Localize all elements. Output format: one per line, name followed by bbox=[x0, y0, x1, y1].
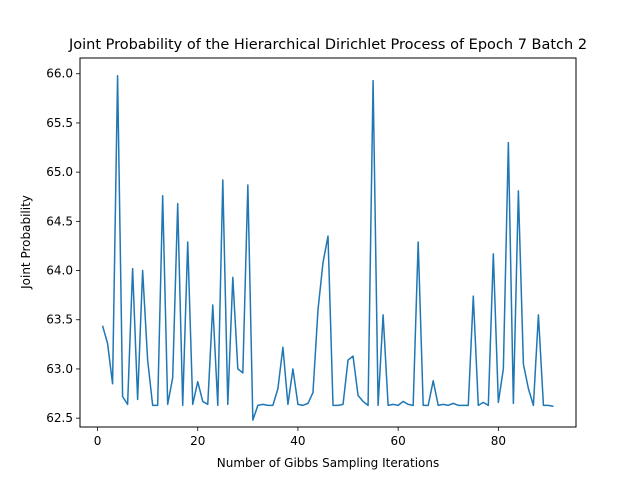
y-tick-label: 64.0 bbox=[46, 264, 73, 278]
y-axis-label: Joint Probability bbox=[19, 195, 33, 290]
x-axis-label: Number of Gibbs Sampling Iterations bbox=[217, 456, 439, 470]
y-tick-label: 63.0 bbox=[46, 362, 73, 376]
y-tick-label: 65.0 bbox=[46, 165, 73, 179]
x-tick-label: 60 bbox=[391, 434, 406, 448]
plot-area bbox=[101, 74, 554, 421]
y-tick-label: 63.5 bbox=[46, 313, 73, 327]
chart-title: Joint Probability of the Hierarchical Di… bbox=[68, 37, 587, 53]
series-line-0 bbox=[101, 74, 554, 421]
y-tick-label: 62.5 bbox=[46, 411, 73, 425]
x-tick-label: 80 bbox=[491, 434, 506, 448]
x-axis-ticks: 0 20 40 60 80 bbox=[94, 427, 506, 448]
y-axis-ticks: 62.5 63.0 63.5 64.0 64.5 65.0 65.5 66.0 bbox=[46, 67, 80, 425]
x-tick-label: 20 bbox=[190, 434, 205, 448]
x-tick-label: 0 bbox=[94, 434, 102, 448]
axes-frame bbox=[79, 57, 577, 428]
y-tick-label: 66.0 bbox=[46, 67, 73, 81]
x-tick-label: 40 bbox=[290, 434, 305, 448]
y-tick-label: 65.5 bbox=[46, 116, 73, 130]
y-tick-label: 64.5 bbox=[46, 214, 73, 228]
